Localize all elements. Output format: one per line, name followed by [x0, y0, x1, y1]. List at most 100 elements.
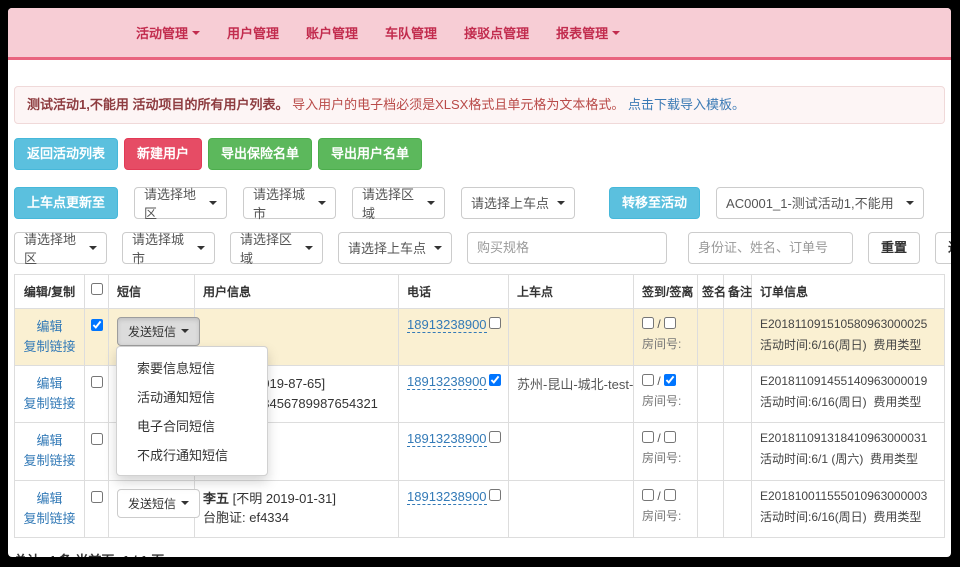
user-name: 李五	[203, 490, 230, 506]
phone-checkbox[interactable]	[488, 374, 501, 387]
send-sms-button[interactable]: 发送短信	[117, 316, 201, 346]
region-select-2[interactable]: 请选择地区	[14, 231, 107, 266]
header-phone: 电话	[398, 273, 509, 309]
phone-cell: 18913238900	[398, 307, 509, 367]
row-checkbox[interactable]	[90, 376, 103, 389]
order-info-cell: E201811091510580963000025 活动时间:6/16(周日) …	[751, 307, 945, 367]
checkin-cell: / 房间号:	[633, 422, 698, 481]
header-checkin: 签到/签离	[633, 273, 698, 309]
checkout-checkbox[interactable]	[664, 316, 677, 329]
phone-checkbox[interactable]	[488, 431, 501, 444]
chevron-down-icon	[181, 501, 190, 506]
city-select-2[interactable]: 请选择城市	[122, 231, 215, 266]
checkin-checkbox[interactable]	[642, 431, 654, 444]
purchase-spec-input[interactable]	[467, 231, 667, 264]
menu-item-request-info-sms[interactable]: 索要信息短信	[137, 360, 216, 376]
order-info-cell: E201811091455140963000019 活动时间:6/16(周日) …	[751, 365, 945, 424]
checkout-checkbox[interactable]	[664, 431, 677, 444]
update-pickup-point-button[interactable]: 上车点更新至	[14, 186, 119, 219]
alert-warning-text: 导入用户的电子档必须是XLSX格式且单元格为文本格式。	[292, 97, 625, 112]
copy-link[interactable]: 复制链接	[23, 510, 76, 526]
select-value: 请选择地区	[144, 186, 197, 221]
phone-link[interactable]: 18913238900	[407, 374, 487, 391]
select-value: 请选择区域	[362, 186, 415, 221]
pickup-point-select-2[interactable]: 请选择上车点	[338, 231, 452, 264]
filter-button[interactable]: 过滤	[934, 231, 951, 264]
checkout-checkbox[interactable]	[664, 374, 677, 387]
export-insurance-list-button[interactable]: 导出保险名单	[208, 138, 313, 170]
checkout-checkbox[interactable]	[664, 488, 677, 501]
phone-cell: 18913238900	[398, 479, 509, 538]
phone-link[interactable]: 18913238900	[407, 488, 487, 505]
order-id: E201811091510580963000025	[760, 316, 928, 331]
phone-checkbox[interactable]	[488, 316, 501, 329]
header-note: 备注	[723, 273, 752, 309]
table-header-row: 编辑/复制 短信 用户信息 电话 上车点 签到/签离 签名 备注 订单信息	[14, 273, 945, 309]
phone-checkbox[interactable]	[488, 488, 501, 501]
target-activity-select[interactable]: AC0001_1-测试活动1,不能用	[716, 186, 925, 219]
nav-item-shuttle-point-management[interactable]: 接驳点管理	[464, 23, 529, 42]
copy-link[interactable]: 复制链接	[23, 338, 76, 354]
menu-item-cancel-notice-sms[interactable]: 不成行通知短信	[137, 447, 229, 463]
table-row: 编辑 复制链接 发送短信 李五 [不明 2019-01-31]	[14, 479, 945, 538]
nav-item-report-management[interactable]: 报表管理	[556, 23, 621, 42]
nav-label: 车队管理	[385, 26, 438, 41]
checkin-checkbox[interactable]	[642, 316, 654, 329]
note-cell	[723, 365, 752, 424]
phone-link[interactable]: 18913238900	[407, 316, 487, 333]
nav-label: 账户管理	[306, 26, 359, 41]
row-checkbox[interactable]	[90, 433, 103, 446]
chevron-down-icon	[209, 200, 218, 205]
edit-link[interactable]: 编辑	[36, 376, 63, 392]
copy-link[interactable]: 复制链接	[23, 396, 76, 412]
user-table: 编辑/复制 短信 用户信息 电话 上车点 签到/签离 签名 备注 订单信息	[14, 273, 945, 538]
copy-link[interactable]: 复制链接	[23, 453, 76, 469]
checkin-cell: / 房间号:	[633, 479, 698, 538]
sms-dropdown-menu: 索要信息短信 活动通知短信 电子合同短信 不成行通知短信	[116, 345, 268, 476]
edit-link[interactable]: 编辑	[36, 318, 63, 334]
phone-cell: 18913238900	[398, 422, 509, 481]
note-cell	[723, 422, 752, 481]
send-sms-button[interactable]: 发送短信	[117, 488, 201, 518]
back-to-activity-list-button[interactable]: 返回活动列表	[14, 138, 119, 170]
row-checkbox[interactable]	[90, 490, 103, 503]
pickup-text: 苏州-昆山-城北-test-	[517, 377, 634, 393]
row-checkbox[interactable]	[90, 318, 103, 331]
menu-item-activity-notice-sms[interactable]: 活动通知短信	[137, 389, 216, 405]
chevron-down-icon	[197, 245, 205, 250]
phone-link[interactable]: 18913238900	[407, 431, 487, 448]
pickup-point-select[interactable]: 请选择上车点	[461, 186, 576, 219]
new-user-button[interactable]: 新建用户	[124, 138, 203, 170]
download-template-link[interactable]: 点击下载导入模板。	[627, 97, 745, 112]
transfer-to-activity-button[interactable]: 转移至活动	[609, 186, 701, 219]
area-select[interactable]: 请选择区域	[352, 186, 446, 221]
nav-item-activity-management[interactable]: 活动管理	[136, 23, 201, 42]
menu-item-e-contract-sms[interactable]: 电子合同短信	[137, 418, 216, 434]
row-select-cell	[84, 307, 109, 367]
app-window: 活动管理 用户管理 账户管理 车队管理 接驳点管理 报表管理 测试活动1,不能用…	[8, 8, 951, 557]
edit-link[interactable]: 编辑	[36, 433, 63, 449]
nav-item-account-management[interactable]: 账户管理	[306, 23, 358, 42]
checkin-checkbox[interactable]	[642, 488, 654, 501]
reset-button[interactable]: 重置	[867, 231, 920, 264]
nav-item-fleet-management[interactable]: 车队管理	[385, 23, 437, 42]
table-row: 编辑 复制链接 发送短信 索要信息短信 活动通知短信	[14, 307, 945, 476]
order-info-cell: E201811091318410963000031 活动时间:6/1 (周六) …	[751, 422, 945, 481]
city-select[interactable]: 请选择城市	[243, 186, 337, 221]
export-user-list-button[interactable]: 导出用户名单	[318, 138, 423, 170]
edit-link[interactable]: 编辑	[36, 490, 63, 506]
sms-cell: 发送短信 索要信息短信 活动通知短信 电子合同短信 不成行通知短信	[108, 307, 268, 476]
top-navbar: 活动管理 用户管理 账户管理 车队管理 接驳点管理 报表管理	[8, 8, 951, 60]
checkin-cell: / 房间号:	[633, 365, 698, 424]
search-filter-row: 请选择地区 请选择城市 请选择区域 请选择上车点 重置 过滤	[14, 231, 951, 266]
checkin-checkbox[interactable]	[642, 374, 654, 387]
select-all-checkbox[interactable]	[90, 282, 103, 295]
area-select-2[interactable]: 请选择区域	[230, 231, 323, 266]
search-input[interactable]	[687, 231, 853, 264]
nav-item-user-management[interactable]: 用户管理	[227, 23, 279, 42]
select-value: 请选择城市	[132, 231, 185, 266]
slash-separator: /	[657, 316, 661, 331]
pickup-cell	[508, 422, 634, 481]
header-sms: 短信	[108, 273, 195, 309]
region-select[interactable]: 请选择地区	[134, 186, 228, 221]
